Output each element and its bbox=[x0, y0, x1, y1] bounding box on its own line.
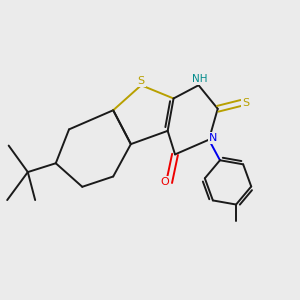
Text: S: S bbox=[138, 76, 145, 86]
Text: NH: NH bbox=[192, 74, 208, 84]
Text: S: S bbox=[242, 98, 249, 108]
Text: O: O bbox=[160, 177, 169, 188]
Text: N: N bbox=[209, 133, 218, 143]
